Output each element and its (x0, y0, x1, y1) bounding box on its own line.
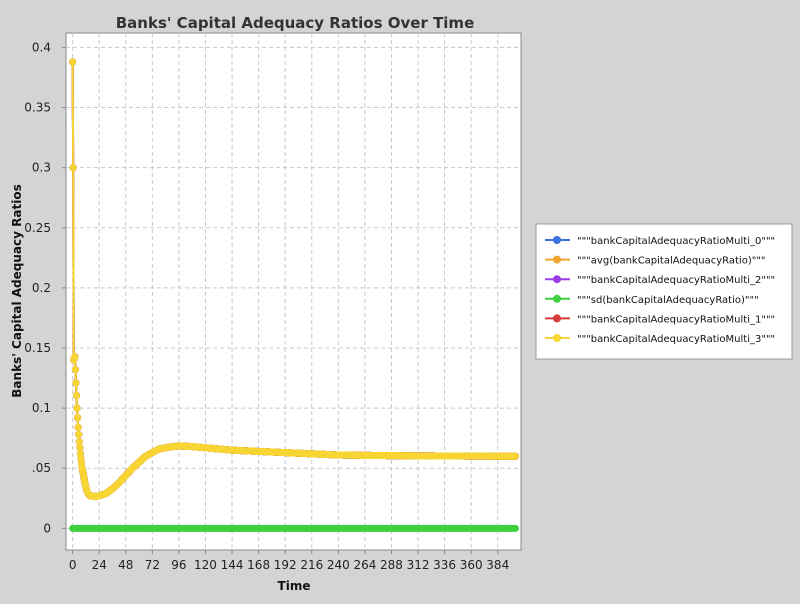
data-point (511, 524, 519, 532)
x-tick-label: 120 (194, 558, 217, 572)
x-tick-label: 24 (92, 558, 107, 572)
legend-swatch-marker (553, 236, 561, 244)
legend-label: """bankCapitalAdequacyRatioMulti_2""" (577, 275, 775, 286)
data-point (76, 444, 84, 452)
x-axis-label: Time (278, 579, 311, 593)
data-point (69, 58, 77, 66)
legend-swatch-marker (553, 314, 561, 323)
data-point (74, 423, 82, 431)
legend-swatch-marker (553, 255, 561, 264)
series-5 (69, 58, 519, 500)
legend-label: """bankCapitalAdequacyRatioMulti_0""" (577, 236, 775, 247)
data-point (71, 366, 79, 374)
x-tick-label: 312 (407, 558, 430, 572)
legend-label: """sd(bankCapitalAdequacyRatio)""" (577, 295, 759, 306)
x-tick-label: 192 (274, 558, 297, 572)
x-tick-label: 264 (353, 558, 376, 572)
legend-swatch-marker (553, 275, 561, 284)
series-3 (69, 524, 519, 532)
x-tick-label: 0 (69, 558, 77, 572)
x-tick-label: 288 (380, 558, 403, 572)
legend: """bankCapitalAdequacyRatioMulti_0""" """… (535, 223, 793, 360)
x-tick-label: 360 (460, 558, 483, 572)
x-tick-label: 336 (433, 558, 456, 572)
x-tick-label: 48 (118, 558, 133, 572)
axis-ticks: 0 24 48 72 96 120 144 168 192 216 240 264 288 312 336 3… (24, 40, 509, 572)
data-point (75, 431, 83, 439)
data-point (72, 379, 80, 387)
y-tick-label: 0.3 (32, 161, 51, 175)
y-tick-label: 0 (43, 521, 51, 535)
data-point (73, 404, 81, 412)
x-tick-label: 384 (486, 558, 509, 572)
x-tick-label: 216 (300, 558, 323, 572)
y-tick-label: 0.35 (24, 101, 51, 115)
data-point (74, 414, 82, 422)
x-tick-label: 168 (247, 558, 270, 572)
series-layer (69, 58, 519, 532)
legend-label: """bankCapitalAdequacyRatioMulti_1""" (577, 314, 775, 325)
data-point (511, 452, 519, 460)
y-tick-label: 0.2 (32, 281, 51, 295)
chart-title: Banks' Capital Adequacy Ratios Over Time (116, 14, 475, 32)
y-tick-label: 0.25 (24, 221, 51, 235)
data-point (75, 438, 83, 446)
grid-lines (66, 33, 521, 550)
y-tick-label: 0.4 (32, 40, 51, 54)
x-tick-label: 144 (221, 558, 244, 572)
y-tick-label: 0.1 (32, 401, 51, 415)
legend-box (535, 223, 793, 360)
data-point (73, 392, 81, 399)
legend-swatch-marker (553, 334, 561, 342)
legend-label: """avg(bankCapitalAdequacyRatio)""" (577, 256, 766, 267)
legend-label: """bankCapitalAdequacyRatioMulti_3""" (577, 334, 775, 345)
plot-area (65, 32, 522, 551)
data-point (71, 352, 79, 360)
x-tick-label: 240 (327, 558, 350, 572)
y-tick-label: 0.15 (24, 341, 51, 355)
legend-swatch-marker (553, 294, 561, 303)
y-axis-label: Banks' Capital Adequacy Ratios (10, 184, 24, 397)
x-tick-label: 96 (171, 558, 186, 572)
data-point (69, 164, 77, 172)
x-tick-label: 72 (145, 558, 160, 572)
y-tick-label: .05 (32, 461, 51, 475)
